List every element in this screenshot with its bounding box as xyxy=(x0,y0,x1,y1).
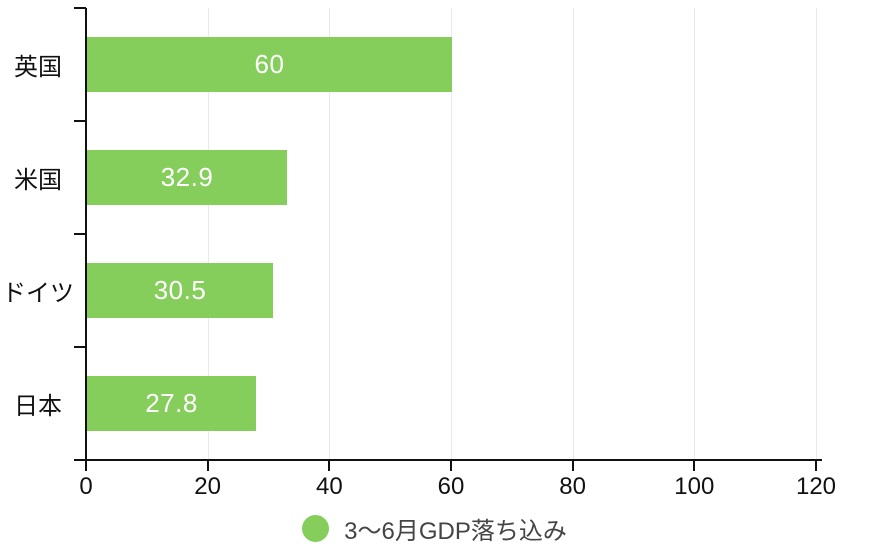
bar-value-label: 60 xyxy=(254,49,285,79)
x-tick-label-80: 80 xyxy=(559,473,587,500)
gridline-x-120 xyxy=(816,8,817,459)
bar-米国: 32.9 xyxy=(87,150,287,205)
x-axis-tick-120 xyxy=(815,461,817,471)
x-tick-label-40: 40 xyxy=(315,473,343,500)
x-axis-tick-100 xyxy=(693,461,696,471)
y-axis-tick xyxy=(74,233,86,235)
bar-value-label: 32.9 xyxy=(160,162,214,192)
x-axis-tick-40 xyxy=(328,461,331,471)
x-tick-label-100: 100 xyxy=(674,473,715,500)
x-axis-tick-80 xyxy=(571,461,574,471)
category-label-ドイツ: ドイツ xyxy=(2,280,74,307)
y-axis-tick xyxy=(74,346,86,348)
gridline-x-80 xyxy=(572,8,574,459)
x-tick-label-120: 120 xyxy=(795,473,837,500)
bar-日本: 27.8 xyxy=(87,376,256,431)
category-label-日本: 日本 xyxy=(14,393,62,420)
x-axis-tick-0 xyxy=(85,461,87,471)
x-axis-line xyxy=(74,459,822,461)
legend: 3〜6月GDP落ち込み xyxy=(0,508,869,548)
category-label-米国: 米国 xyxy=(14,167,62,194)
x-axis-tick-60 xyxy=(450,461,452,471)
y-axis-line xyxy=(85,8,87,462)
bar-value-label: 30.5 xyxy=(153,275,207,305)
gridline-x-40 xyxy=(329,8,331,459)
bar-英国: 60 xyxy=(87,37,452,92)
y-axis-tick xyxy=(74,7,86,9)
bar-value-label: 27.8 xyxy=(145,388,198,418)
x-tick-label-60: 60 xyxy=(437,473,465,500)
category-label-英国: 英国 xyxy=(14,54,62,81)
gridline-x-100 xyxy=(694,8,696,459)
legend-circle-icon xyxy=(302,514,330,542)
x-tick-label-0: 0 xyxy=(79,473,93,500)
bar-ドイツ: 30.5 xyxy=(87,263,273,318)
legend-label: 3〜6月GDP落ち込み xyxy=(344,517,567,545)
gridline-x-60 xyxy=(451,8,452,459)
y-axis-tick xyxy=(74,120,86,122)
gridline-x-20 xyxy=(207,8,209,459)
x-axis-tick-20 xyxy=(206,461,209,471)
x-tick-label-20: 20 xyxy=(194,473,222,500)
